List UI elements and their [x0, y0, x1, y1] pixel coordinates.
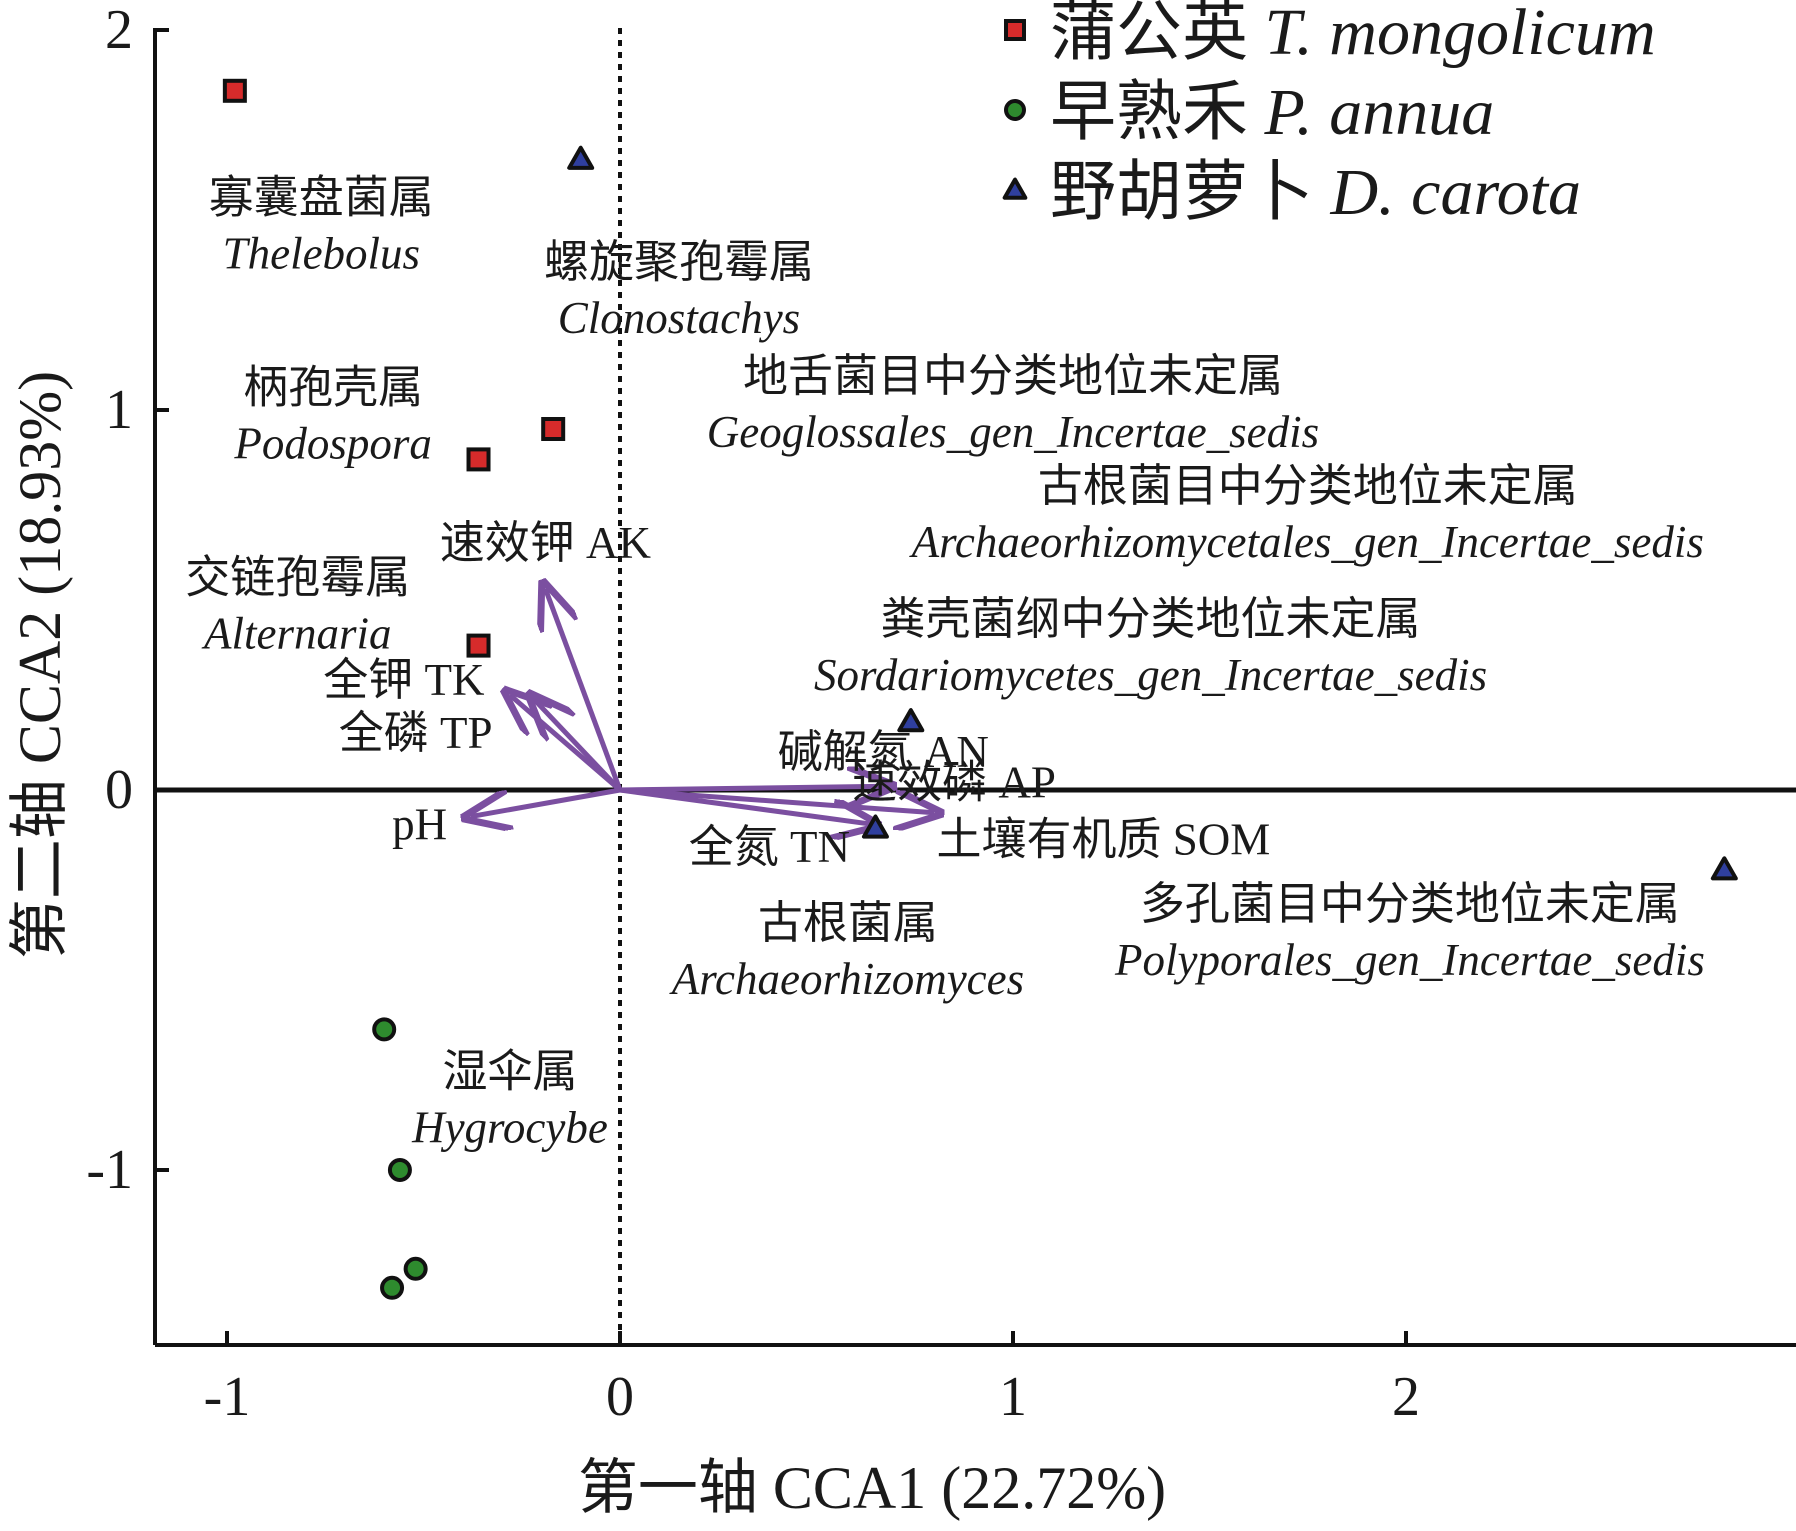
legend-entry-label: 蒲公英 T. mongolicum	[1050, 0, 1656, 69]
y-tick-label: 2	[105, 0, 133, 61]
y-tick-label: 0	[105, 759, 133, 821]
triangle-point	[861, 814, 889, 839]
taxon-chinese-label: 柄孢壳属	[243, 362, 423, 412]
env-factor-label: 土壤有机质 SOM	[936, 815, 1270, 865]
taxon-latin-label: Polyporales_gen_Incertae_sedis	[1114, 935, 1705, 985]
taxon-latin-label: Geoglossales_gen_Incertae_sedis	[707, 407, 1319, 457]
env-factor-label: 全磷 TP	[339, 708, 493, 758]
taxon-chinese-label: 湿伞属	[442, 1046, 577, 1096]
env-vector-arrow	[545, 589, 623, 791]
taxon-latin-label: Alternaria	[201, 608, 392, 658]
taxon-latin-label: Archaeorhizomyces	[669, 954, 1024, 1004]
taxon-latin-label: Hygrocybe	[411, 1102, 608, 1152]
taxon-chinese-label: 古根菌属	[758, 898, 938, 948]
env-vectors	[471, 589, 935, 825]
env-factor-label: 速效钾 AK	[440, 518, 652, 568]
x-tick-label: -1	[204, 1366, 251, 1428]
taxon-latin-label: Sordariomycetes_gen_Incertae_sedis	[814, 650, 1487, 700]
env-vector-arrow	[619, 787, 872, 824]
circle-point	[387, 1158, 412, 1182]
x-axis-title: 第一轴 CCA1 (22.72%)	[578, 1455, 1166, 1521]
taxon-chinese-label: 交链孢霉属	[185, 552, 410, 602]
taxon-latin-label: Thelebolus	[223, 228, 421, 278]
square-point	[466, 447, 491, 472]
circle-point	[380, 1275, 405, 1300]
triangle-point	[1710, 856, 1738, 881]
y-axis-title: 第二轴 CCA2 (18.93%)	[7, 371, 73, 959]
taxon-chinese-label: 古根菌目中分类地位未定属	[1038, 461, 1578, 511]
sample-points	[222, 78, 1738, 1300]
legend-triangle-marker	[1002, 177, 1028, 200]
env-vector-arrow	[471, 787, 621, 817]
legend-circle-marker	[1004, 99, 1026, 121]
square-point	[541, 417, 566, 441]
env-factor-label: 全钾 TK	[323, 655, 485, 705]
x-tick-label: 0	[606, 1366, 634, 1428]
taxon-latin-label: Archaeorhizomycetales_gen_Incertae_sedis	[909, 517, 1704, 567]
legend-entry-label: 早熟禾 P. annua	[1050, 76, 1494, 149]
taxon-chinese-label: 螺旋聚孢霉属	[544, 237, 814, 287]
env-factor-label: pH	[392, 799, 447, 849]
env-factor-label: 速效磷 AP	[852, 758, 1056, 808]
triangle-point	[567, 145, 595, 170]
square-point	[466, 633, 491, 658]
env-factor-label: 全氮 TN	[689, 822, 850, 872]
legend-square-marker	[1004, 19, 1026, 41]
env-factor-label: 碱解氮 AN	[778, 727, 989, 777]
y-tick-label: -1	[86, 1139, 133, 1201]
legend-entry-label: 野胡萝卜 D. carota	[1050, 156, 1581, 229]
env-vector-arrow	[619, 786, 887, 790]
taxon-chinese-label: 粪壳菌纲中分类地位未定属	[881, 594, 1421, 644]
axes	[153, 28, 1796, 1347]
taxon-latin-label: Podospora	[233, 418, 432, 468]
taxon-chinese-label: 地舌菌目中分类地位未定属	[743, 351, 1283, 401]
y-tick-label: 1	[105, 379, 133, 441]
x-tick-label: 2	[1392, 1366, 1420, 1428]
taxon-chinese-label: 多孔菌目中分类地位未定属	[1140, 879, 1680, 929]
taxon-latin-label: Clonostachys	[558, 293, 801, 343]
circle-point	[403, 1256, 428, 1281]
ticks: -1 0 1 2 -1 0 1 2	[86, 0, 1420, 1428]
circle-point	[372, 1017, 397, 1042]
square-point	[222, 78, 247, 103]
env-vector-arrow	[534, 699, 622, 792]
x-tick-label: 1	[999, 1366, 1027, 1428]
taxon-chinese-label: 寡囊盘菌属	[209, 172, 434, 222]
triangle-point	[897, 708, 925, 733]
